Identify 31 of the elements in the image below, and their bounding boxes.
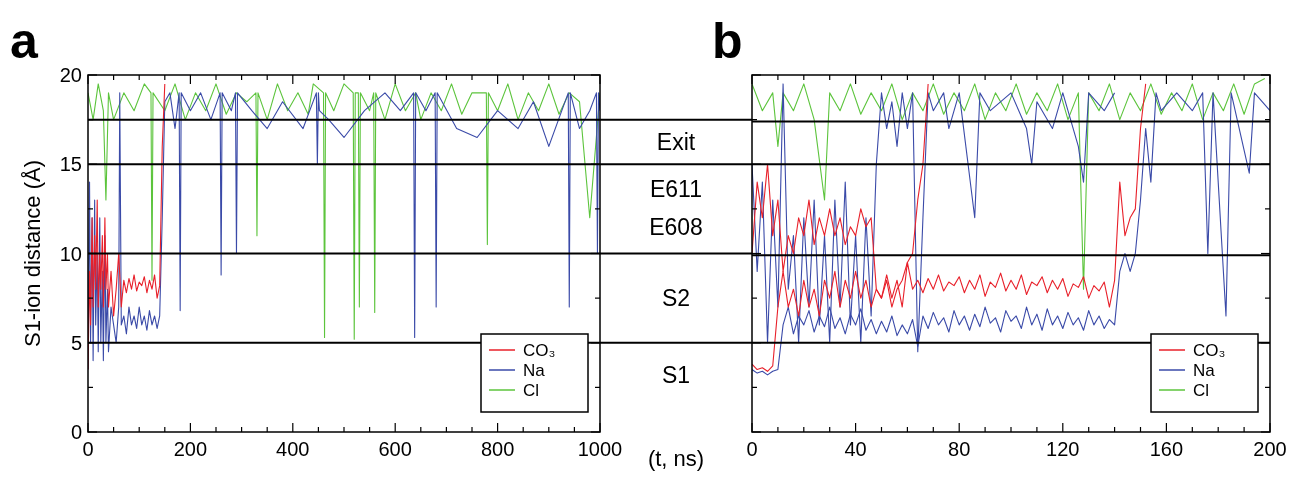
y-tick-label: 5 [70,331,82,354]
x-tick-label: 80 [948,438,971,460]
chart-title: b [712,13,743,69]
x-tick-label: 1000 [577,438,623,460]
text: E608 [649,214,703,240]
y-tick-label: 0 [70,421,82,443]
legend-label: Cl [1193,381,1210,400]
y-axis-title: S1-ion distance (Å) [20,159,45,348]
x-tick-label: 120 [1046,438,1080,460]
legend-label: Na [1193,361,1216,380]
y-tick-label: 20 [59,64,82,86]
y-tick-label: 10 [59,242,82,265]
legend-label: Na [523,361,546,380]
x-tick-label: 160 [1149,438,1184,460]
x-tick-label: 600 [378,438,412,460]
text: S2 [661,285,691,311]
x-tick-label: 0 [746,438,758,460]
legend-label: CO₃ [523,341,556,360]
x-tick-label: 40 [844,438,867,460]
text: Exit [656,129,696,155]
x-tick-label: 200 [173,438,208,460]
chart-title: a [10,13,39,69]
text: E611 [649,176,703,202]
legend-label: CO₃ [1193,341,1226,360]
text: S1 [661,362,691,388]
x-tick-label: 400 [276,438,310,460]
x-tick-label: 200 [1253,438,1287,460]
x-axis-title: (t, ns) [647,446,705,471]
y-tick-label: 15 [59,153,82,176]
x-tick-label: 800 [480,438,515,460]
legend-label: Cl [523,381,540,400]
